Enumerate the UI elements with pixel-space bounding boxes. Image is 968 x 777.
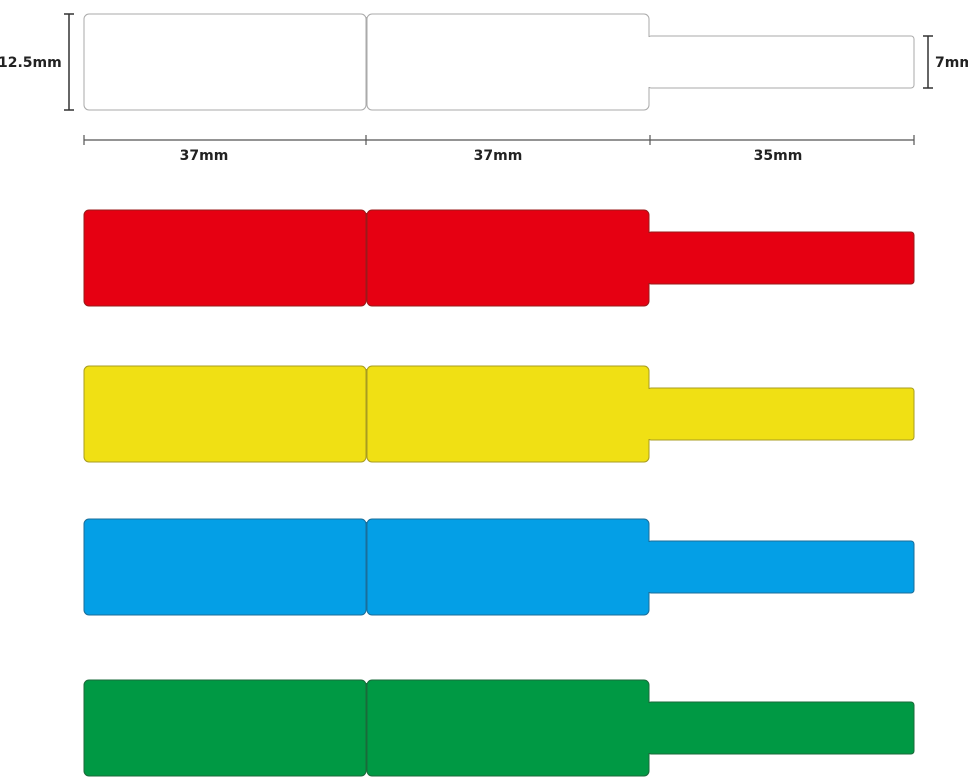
label-right-panel	[366, 679, 650, 777]
label-left-panel	[83, 679, 367, 777]
label-tail	[647, 387, 915, 441]
label-joint	[646, 542, 652, 592]
width-label-3: 35mm	[754, 148, 803, 164]
label-tail	[647, 231, 915, 285]
label-outline	[83, 13, 915, 111]
label-joint	[646, 233, 652, 283]
label-joint	[646, 703, 652, 753]
label-right-panel	[366, 13, 650, 111]
label-right-panel	[366, 365, 650, 463]
width-dimension	[83, 135, 915, 145]
height-dimension	[64, 13, 74, 111]
label-blue	[83, 518, 915, 616]
label-left-panel	[83, 518, 367, 616]
tail-height-dimension	[923, 35, 933, 89]
label-yellow	[83, 365, 915, 463]
label-right-panel	[366, 209, 650, 307]
label-left-panel	[83, 13, 367, 111]
label-green	[83, 679, 915, 777]
label-tail	[647, 701, 915, 755]
label-left-panel	[83, 209, 367, 307]
width-label-1: 37mm	[180, 148, 229, 164]
tail-height-label: 7mm	[935, 55, 968, 71]
label-right-panel	[366, 518, 650, 616]
label-left-panel	[83, 365, 367, 463]
label-tail	[647, 540, 915, 594]
height-label: 12.5mm	[0, 55, 62, 71]
label-tail	[647, 35, 915, 89]
label-joint	[646, 37, 652, 87]
width-label-2: 37mm	[474, 148, 523, 164]
label-joint	[646, 389, 652, 439]
label-red	[83, 209, 915, 307]
